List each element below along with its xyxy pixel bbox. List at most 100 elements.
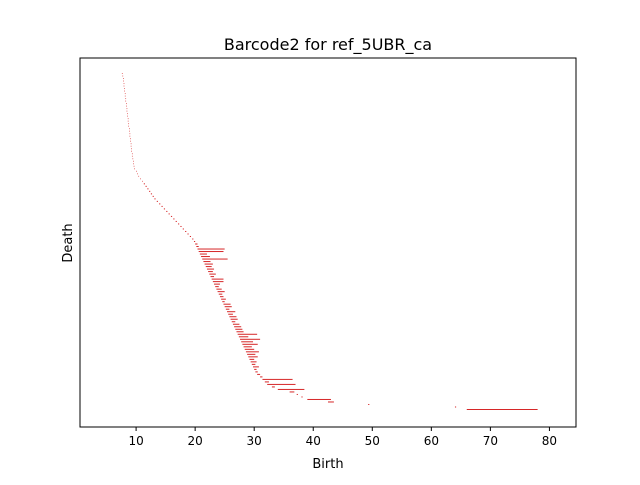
barcode-bar bbox=[136, 170, 137, 172]
barcode-bar bbox=[150, 193, 153, 195]
plot-frame bbox=[79, 57, 577, 428]
barcode-bar bbox=[124, 88, 125, 90]
barcode-bar bbox=[124, 95, 126, 97]
barcode-bar bbox=[301, 396, 303, 398]
barcode-bar bbox=[129, 135, 131, 137]
barcode-bar bbox=[212, 281, 224, 283]
barcode-bar bbox=[247, 353, 256, 355]
x-axis-label: Birth bbox=[312, 457, 343, 472]
barcode-bar bbox=[277, 388, 305, 390]
barcode-bar bbox=[199, 253, 207, 255]
barcode-bar bbox=[123, 78, 124, 80]
barcode-bar bbox=[454, 406, 457, 408]
barcode-bar bbox=[244, 348, 255, 350]
barcode-bar bbox=[147, 188, 149, 190]
barcode-bar bbox=[264, 381, 269, 383]
barcode-bar bbox=[219, 296, 224, 298]
barcode-bar bbox=[228, 313, 233, 315]
barcode-bar bbox=[128, 125, 130, 127]
barcode-bar bbox=[227, 311, 236, 313]
barcode-bar bbox=[260, 376, 263, 378]
barcode-bar bbox=[182, 228, 184, 230]
barcode-bar bbox=[180, 225, 182, 227]
barcode-bar bbox=[140, 178, 141, 180]
barcode-bar bbox=[123, 80, 124, 82]
barcode-bar bbox=[232, 323, 240, 325]
barcode-bar bbox=[211, 278, 224, 280]
barcode-bar bbox=[250, 361, 257, 363]
y-axis-label: Death bbox=[61, 223, 76, 262]
barcode-bar bbox=[131, 153, 133, 155]
barcode-bar bbox=[142, 180, 143, 182]
barcode-bar bbox=[127, 113, 128, 115]
barcode-bar bbox=[222, 301, 225, 303]
x-tick-label: 60 bbox=[424, 434, 439, 448]
x-tick-label: 30 bbox=[247, 434, 262, 448]
barcode-bar bbox=[170, 215, 173, 217]
barcode-bar bbox=[124, 90, 125, 92]
barcode-bar bbox=[289, 391, 295, 393]
barcode-bar bbox=[187, 233, 189, 235]
barcode-bar bbox=[131, 148, 132, 150]
barcode-bar bbox=[132, 158, 134, 160]
barcode-bar bbox=[198, 251, 224, 253]
x-axis-ticks: 10 20 30 40 50 60 70 80 bbox=[128, 427, 557, 448]
barcode-bar bbox=[218, 293, 223, 295]
barcode-bar bbox=[156, 200, 158, 202]
barcode-bar bbox=[204, 263, 213, 265]
barcode-bar bbox=[255, 371, 258, 373]
barcode-bar bbox=[205, 266, 212, 268]
barcode-bar bbox=[152, 195, 154, 197]
barcode-bar bbox=[249, 358, 255, 360]
barcode-bar bbox=[240, 338, 261, 340]
barcode-bar bbox=[466, 409, 538, 410]
chart-title: Barcode2 for ref_5UBR_ca bbox=[224, 35, 432, 55]
barcode-bar bbox=[173, 218, 175, 220]
barcode-bar bbox=[134, 168, 135, 170]
barcode-bar bbox=[143, 183, 145, 185]
barcode-bar bbox=[130, 138, 131, 140]
barcode-bar bbox=[130, 143, 132, 145]
barcode-bar bbox=[122, 75, 124, 77]
barcode-bar bbox=[206, 268, 215, 270]
barcode-bar bbox=[216, 288, 222, 290]
barcode-bar bbox=[248, 356, 258, 358]
barcode-bar bbox=[238, 336, 249, 338]
barcode-bar bbox=[168, 213, 170, 215]
barcode-bar bbox=[126, 103, 127, 105]
x-tick-label: 50 bbox=[365, 434, 380, 448]
barcode-bar bbox=[195, 243, 198, 245]
barcode-bar bbox=[189, 235, 192, 237]
barcode-bar bbox=[127, 115, 128, 117]
barcode-bar bbox=[271, 386, 275, 388]
barcode-bar bbox=[137, 173, 138, 175]
barcode-bar bbox=[203, 261, 211, 263]
barcode-bar bbox=[129, 128, 130, 130]
barcode-bar bbox=[237, 333, 258, 335]
barcode-bar bbox=[214, 283, 220, 285]
barcode-bar bbox=[254, 368, 257, 370]
barcode-bar bbox=[262, 378, 293, 380]
barcode-bar bbox=[159, 203, 161, 205]
barcode-bar bbox=[223, 303, 231, 305]
barcode-bar bbox=[221, 298, 226, 300]
barcode-bar bbox=[224, 306, 232, 308]
barcode-bar bbox=[154, 198, 156, 200]
barcode-bar bbox=[130, 140, 131, 142]
barcode-bar bbox=[243, 346, 252, 348]
barcode-bar bbox=[133, 163, 134, 165]
barcode-bar bbox=[197, 248, 225, 250]
barcode-bar bbox=[126, 108, 128, 110]
barcode-bar bbox=[235, 328, 243, 330]
barcode-bar bbox=[208, 271, 213, 273]
barcode-bar bbox=[225, 308, 230, 310]
barcode-bar bbox=[242, 343, 258, 345]
barcode-bar bbox=[236, 331, 244, 333]
x-tick-label: 40 bbox=[306, 434, 321, 448]
barcode-bar bbox=[210, 276, 215, 278]
barcode-bar bbox=[251, 363, 256, 365]
barcode-bar bbox=[127, 118, 129, 120]
barcode-bar bbox=[131, 155, 133, 157]
barcode-bar bbox=[368, 403, 370, 405]
